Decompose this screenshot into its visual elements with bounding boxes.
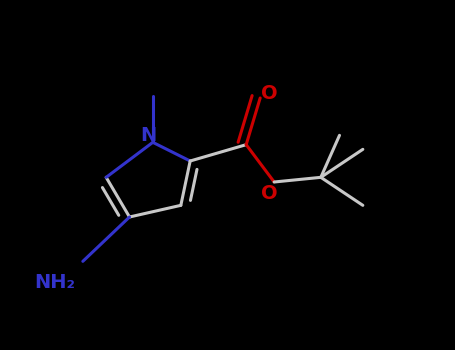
Text: O: O — [261, 184, 278, 203]
Text: N: N — [140, 126, 156, 145]
Text: NH₂: NH₂ — [34, 273, 76, 292]
Text: O: O — [261, 84, 278, 103]
